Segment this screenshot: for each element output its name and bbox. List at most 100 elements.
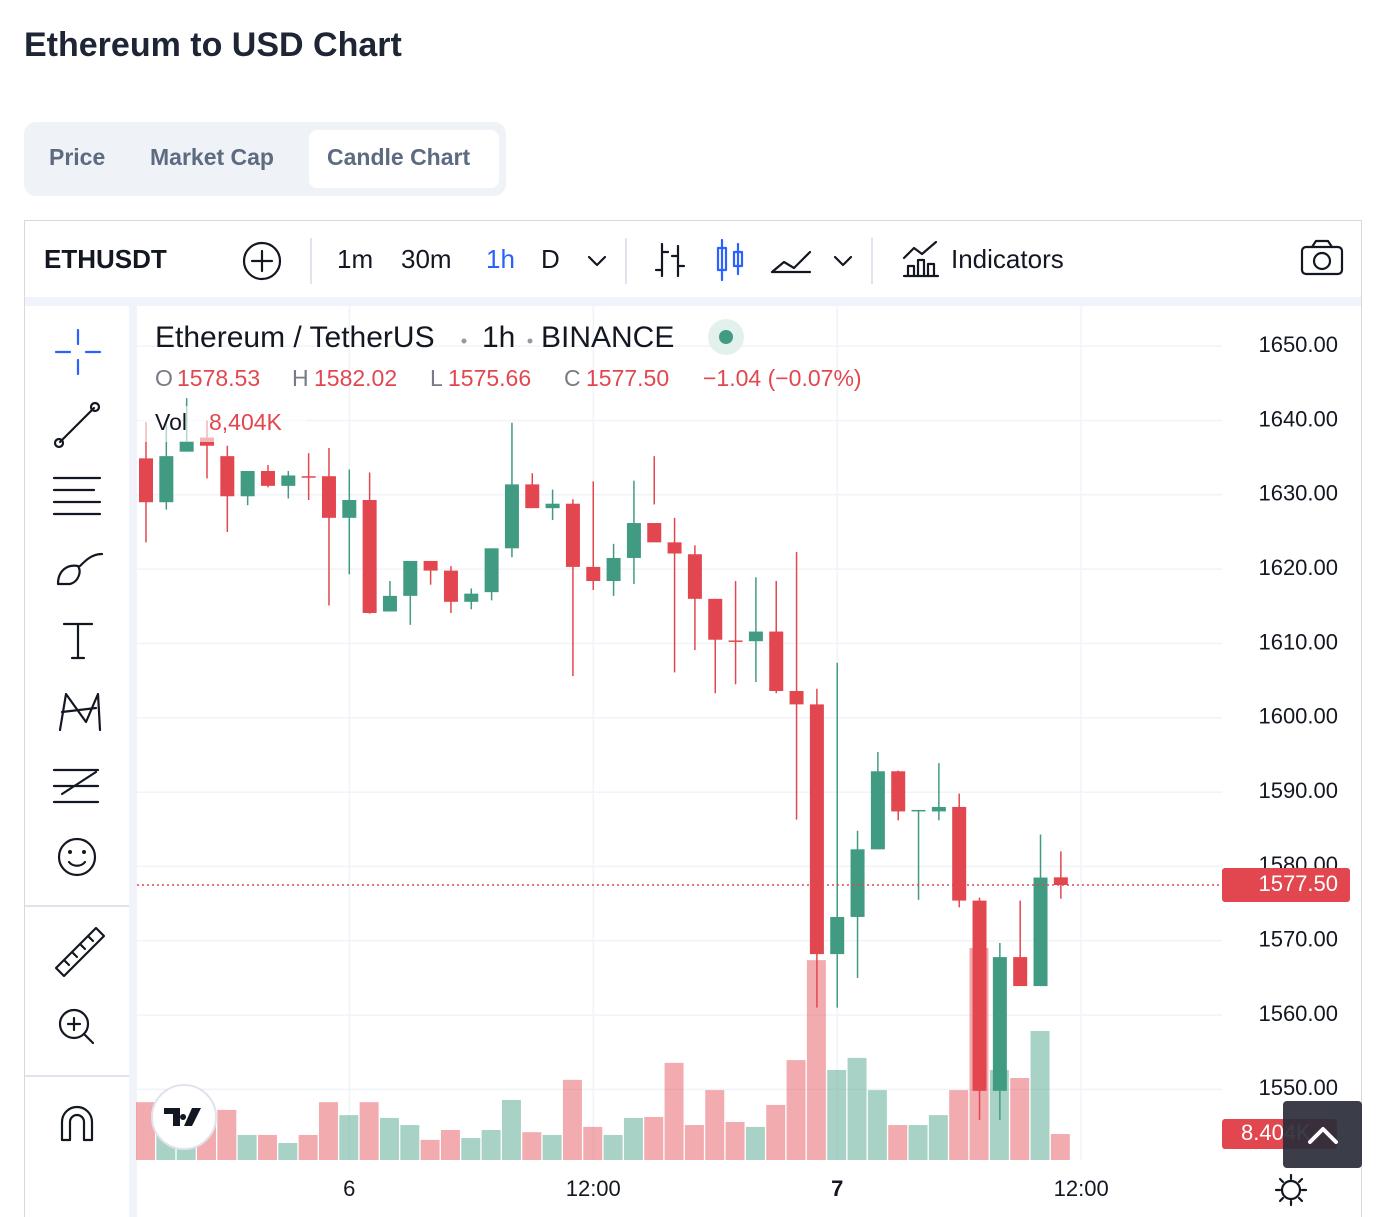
y-tick-label: 1650.00 (1258, 332, 1338, 357)
candle-body (606, 557, 621, 582)
ohlc-key: C (564, 365, 581, 391)
candle-body (769, 631, 784, 692)
volume-bar (562, 1079, 582, 1160)
volume-bar (522, 1132, 542, 1160)
ohlc-value: 1575.66 (448, 365, 531, 391)
interval-dropdown[interactable] (587, 255, 607, 267)
interval[interactable]: 30m (401, 244, 452, 274)
brush-tool[interactable] (56, 552, 104, 586)
ohlc-value: 1582.02 (314, 365, 397, 391)
left-toolbar (25, 306, 129, 1217)
candle-body (830, 916, 845, 955)
volume-bar (461, 1138, 481, 1160)
plot: 1650.00 1640.00 1630.00 1620.00 1610.00 1600.… (136, 306, 1362, 1201)
tv-logo[interactable] (151, 1084, 217, 1150)
volume-bar (745, 1126, 765, 1160)
candle-body (321, 476, 336, 518)
scroll-up-button[interactable] (1283, 1101, 1362, 1168)
candle-body (931, 806, 946, 812)
fib-tool[interactable] (52, 476, 102, 516)
change: −1.04 (−0.07%) (703, 365, 862, 391)
candle-body (403, 560, 418, 596)
candle-body (545, 503, 560, 509)
candle-body (687, 554, 702, 599)
candle-body (504, 484, 519, 549)
candle-body (626, 523, 641, 558)
volume-bar (1050, 1133, 1070, 1160)
candle-body (423, 560, 438, 571)
candle-body (789, 691, 804, 705)
interval[interactable]: D (541, 244, 560, 274)
candle-body (1033, 877, 1048, 987)
volume-bar (806, 960, 826, 1160)
volume-bar (664, 1062, 684, 1160)
y-tick-label: 1640.00 (1258, 406, 1338, 431)
last-price-label: 1577.50 (1258, 871, 1338, 896)
candle-body (443, 570, 458, 602)
candle-body (667, 542, 682, 554)
candle-body (240, 471, 255, 497)
volume-bar (237, 1134, 257, 1160)
status-dot (719, 330, 733, 344)
add-symbol-icon[interactable] (242, 241, 282, 281)
area-icon[interactable] (770, 250, 812, 274)
candle-body (139, 458, 153, 503)
volume-bar (542, 1134, 562, 1160)
volume-bar (867, 1090, 887, 1160)
prediction-tool[interactable] (52, 768, 100, 804)
y-tick-label: 1570.00 (1258, 927, 1338, 952)
candle-body (382, 595, 397, 612)
ruler-tool[interactable] (54, 926, 106, 978)
emoji-tool[interactable] (57, 837, 97, 877)
volume-bar (623, 1117, 643, 1160)
ohlc-key: H (292, 365, 309, 391)
tab[interactable]: Candle Chart (327, 144, 470, 170)
y-tick-label: 1610.00 (1258, 629, 1338, 654)
volume-bar (339, 1115, 359, 1160)
volume-bar (705, 1090, 725, 1160)
ohlc-key: O (155, 365, 173, 391)
pattern-tool[interactable] (58, 692, 102, 732)
tab[interactable]: Market Cap (150, 144, 274, 170)
indicators-button[interactable]: Indicators (951, 244, 1064, 274)
symbol[interactable]: ETHUSDT (44, 244, 167, 274)
crosshair-tool[interactable] (54, 328, 102, 376)
magnet-tool[interactable] (60, 1105, 94, 1142)
screenshot-icon[interactable] (1300, 239, 1344, 276)
legend: Ethereum / TetherUS 1h BINANCE O 1578.53… (155, 319, 862, 435)
trendline-tool[interactable] (58, 406, 96, 444)
x-tick-label: 7 (831, 1176, 843, 1201)
tab[interactable]: Price (49, 144, 105, 170)
candle-body (565, 503, 580, 567)
zoom-tool[interactable] (58, 1008, 95, 1045)
gear-icon[interactable] (1274, 1173, 1308, 1207)
volume-bar (217, 1109, 237, 1160)
dot (461, 338, 467, 344)
chart-type-dropdown[interactable] (833, 255, 853, 267)
interval[interactable]: 1m (337, 244, 373, 274)
candle-body (179, 441, 194, 452)
candle-body (911, 809, 926, 812)
y-tick-label: 1560.00 (1258, 1001, 1338, 1026)
candle-body (281, 475, 296, 486)
interval[interactable]: 1h (486, 244, 515, 274)
volume-bar (359, 1102, 379, 1160)
text-tool[interactable] (62, 622, 94, 660)
candle-body (952, 806, 967, 901)
tab-selected-bg (309, 130, 499, 188)
candle-body (1053, 877, 1068, 885)
volume-bar (501, 1099, 521, 1160)
candle-body (972, 900, 987, 1091)
candles-icon[interactable] (716, 238, 744, 282)
legend-exchange: BINANCE (541, 321, 674, 354)
volume-bar (318, 1102, 338, 1160)
volume-bar (644, 1116, 664, 1160)
volume-bar (603, 1134, 623, 1160)
candle-body (301, 476, 316, 478)
y-tick-label: 1590.00 (1258, 778, 1338, 803)
volume-bar (583, 1126, 603, 1160)
last-price-box (1222, 867, 1350, 902)
indicators-icon[interactable] (902, 240, 940, 278)
candle-body (708, 598, 723, 640)
bars-icon[interactable] (654, 242, 686, 278)
